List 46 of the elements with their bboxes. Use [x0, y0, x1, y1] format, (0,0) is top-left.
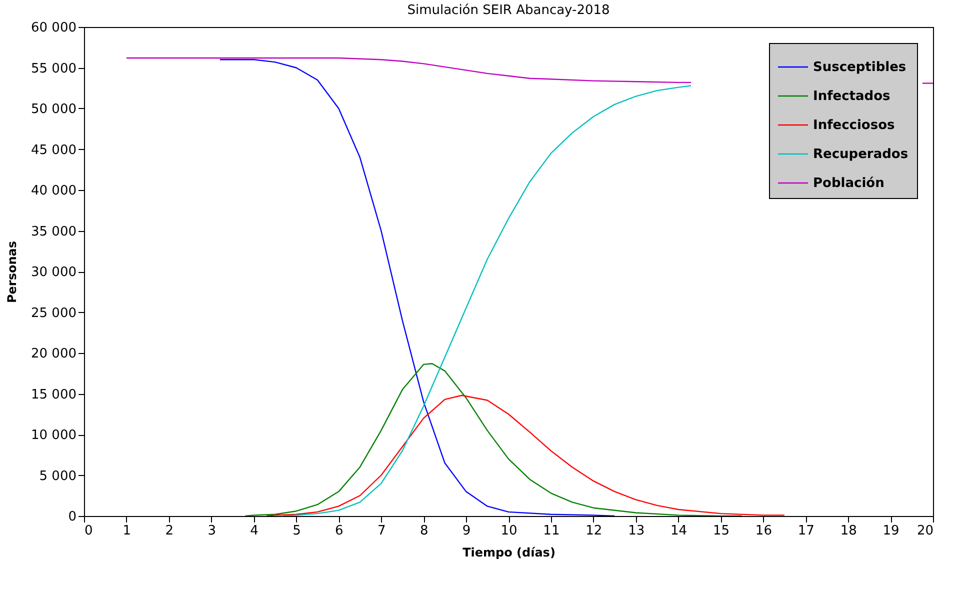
y-tick-label: 25 000 — [31, 306, 76, 321]
legend-label: Población — [813, 176, 884, 191]
x-tick-label: 4 — [250, 524, 258, 538]
y-tick-label: 45 000 — [31, 142, 76, 158]
x-tick-label: 12 — [586, 524, 602, 538]
x-tick-label: 15 — [712, 524, 730, 538]
x-tick-label: 10 — [500, 524, 518, 538]
x-tick-label: 9 — [462, 524, 471, 538]
y-tick-label: 20 000 — [31, 346, 76, 362]
y-tick-label: 0 — [68, 510, 76, 524]
y-tick-label: 35 000 — [31, 224, 76, 240]
line-series — [219, 59, 616, 516]
x-tick-label: 17 — [798, 524, 814, 538]
y-tick-label: 55 000 — [31, 61, 76, 76]
x-tick-label: 1 — [122, 524, 132, 538]
line-series — [266, 394, 786, 516]
y-tick-label: 30 000 — [31, 265, 76, 280]
y-tick-label: 60 000 — [31, 20, 76, 36]
x-axis-title: Tiempo (días) — [462, 546, 556, 560]
x-tick-label: 6 — [335, 524, 344, 538]
x-tick-label: 18 — [840, 524, 857, 538]
x-tick-label: 16 — [755, 524, 772, 538]
x-tick-label: 19 — [882, 524, 900, 538]
x-tick-label: 2 — [165, 524, 174, 538]
x-tick-label: 20 — [916, 524, 934, 538]
y-axis-title: Personas — [5, 240, 20, 304]
y-tick-label: 5 000 — [39, 468, 76, 484]
chart-title: Simulación SEIR Abancay-2018 — [407, 3, 610, 18]
x-tick-label: 3 — [208, 524, 216, 538]
y-tick-label: 40 000 — [31, 184, 76, 198]
x-tick-label: 7 — [378, 524, 386, 538]
y-tick-label: 50 000 — [31, 102, 76, 117]
legend-label: Infecciosos — [813, 118, 896, 133]
legend-label: Susceptibles — [813, 60, 906, 75]
legend-label: Infectados — [813, 89, 890, 104]
line-series — [244, 362, 743, 516]
x-tick-label: 14 — [670, 524, 688, 538]
y-tick-label: 10 000 — [31, 428, 76, 443]
x-tick-label: 11 — [543, 524, 560, 538]
x-tick-label: 5 — [292, 524, 301, 538]
x-tick-label: 0 — [84, 524, 93, 538]
x-tick-label: 13 — [628, 524, 645, 538]
legend-label: Recuperados — [813, 147, 908, 162]
line-series — [282, 85, 692, 516]
y-tick-label: 15 000 — [31, 387, 76, 402]
x-tick-label: 8 — [420, 524, 428, 538]
